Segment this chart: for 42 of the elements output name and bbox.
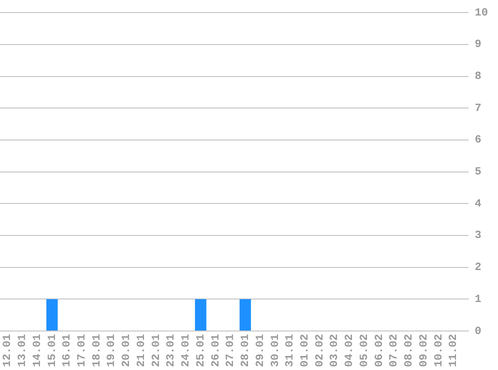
x-tick-label: 24.01 bbox=[180, 334, 193, 368]
y-tick-label: 5 bbox=[474, 166, 482, 179]
y-tick-label: 7 bbox=[474, 102, 482, 115]
x-tick-label: 25.01 bbox=[195, 334, 208, 368]
x-tick-label: 28.01 bbox=[240, 334, 252, 368]
y-tick-label: 9 bbox=[474, 39, 482, 52]
y-tick-label: 4 bbox=[474, 198, 482, 210]
y-tick-label: 8 bbox=[474, 71, 482, 84]
x-tick-label: 27.01 bbox=[225, 334, 238, 368]
x-tick-label: 04.02 bbox=[344, 334, 356, 368]
x-tick-label: 10.02 bbox=[433, 334, 446, 368]
x-tick-label: 13.01 bbox=[17, 334, 30, 368]
x-tick-label: 12.01 bbox=[2, 334, 14, 368]
y-tick-label: 6 bbox=[474, 134, 482, 147]
x-tick-label: 31.01 bbox=[284, 334, 297, 368]
x-tick-label: 11.02 bbox=[448, 334, 460, 368]
x-tick-label: 03.02 bbox=[329, 334, 342, 368]
x-tick-label: 30.01 bbox=[270, 334, 282, 368]
x-tick-label: 23.01 bbox=[166, 334, 178, 368]
x-tick-label: 08.02 bbox=[404, 334, 416, 368]
x-tick-label: 14.01 bbox=[32, 334, 44, 368]
y-tick-label: 1 bbox=[474, 294, 482, 306]
x-tick-label: 09.02 bbox=[418, 334, 430, 368]
x-tick-label: 19.01 bbox=[106, 334, 118, 368]
x-tick-label: 16.01 bbox=[62, 334, 74, 368]
x-tick-label: 07.02 bbox=[388, 334, 401, 368]
x-tick-label: 15.01 bbox=[46, 334, 59, 368]
x-tick-label: 06.02 bbox=[374, 334, 386, 368]
y-tick-label: 10 bbox=[474, 7, 488, 20]
x-tick-label: 29.01 bbox=[254, 334, 267, 368]
y-tick-label: 0 bbox=[474, 326, 482, 338]
x-tick-label: 05.02 bbox=[358, 334, 371, 368]
x-tick-label: 26.01 bbox=[210, 334, 222, 368]
x-tick-label: 01.02 bbox=[299, 334, 312, 368]
y-tick-label: 3 bbox=[474, 230, 482, 242]
x-tick-label: 02.02 bbox=[314, 334, 326, 368]
x-tick-label: 21.01 bbox=[136, 334, 148, 368]
x-tick-label: 17.01 bbox=[76, 334, 89, 368]
x-tick-label: 20.01 bbox=[121, 334, 134, 368]
x-tick-label: 18.01 bbox=[91, 334, 104, 368]
y-tick-label: 2 bbox=[474, 262, 482, 274]
x-tick-label: 22.01 bbox=[150, 334, 163, 368]
